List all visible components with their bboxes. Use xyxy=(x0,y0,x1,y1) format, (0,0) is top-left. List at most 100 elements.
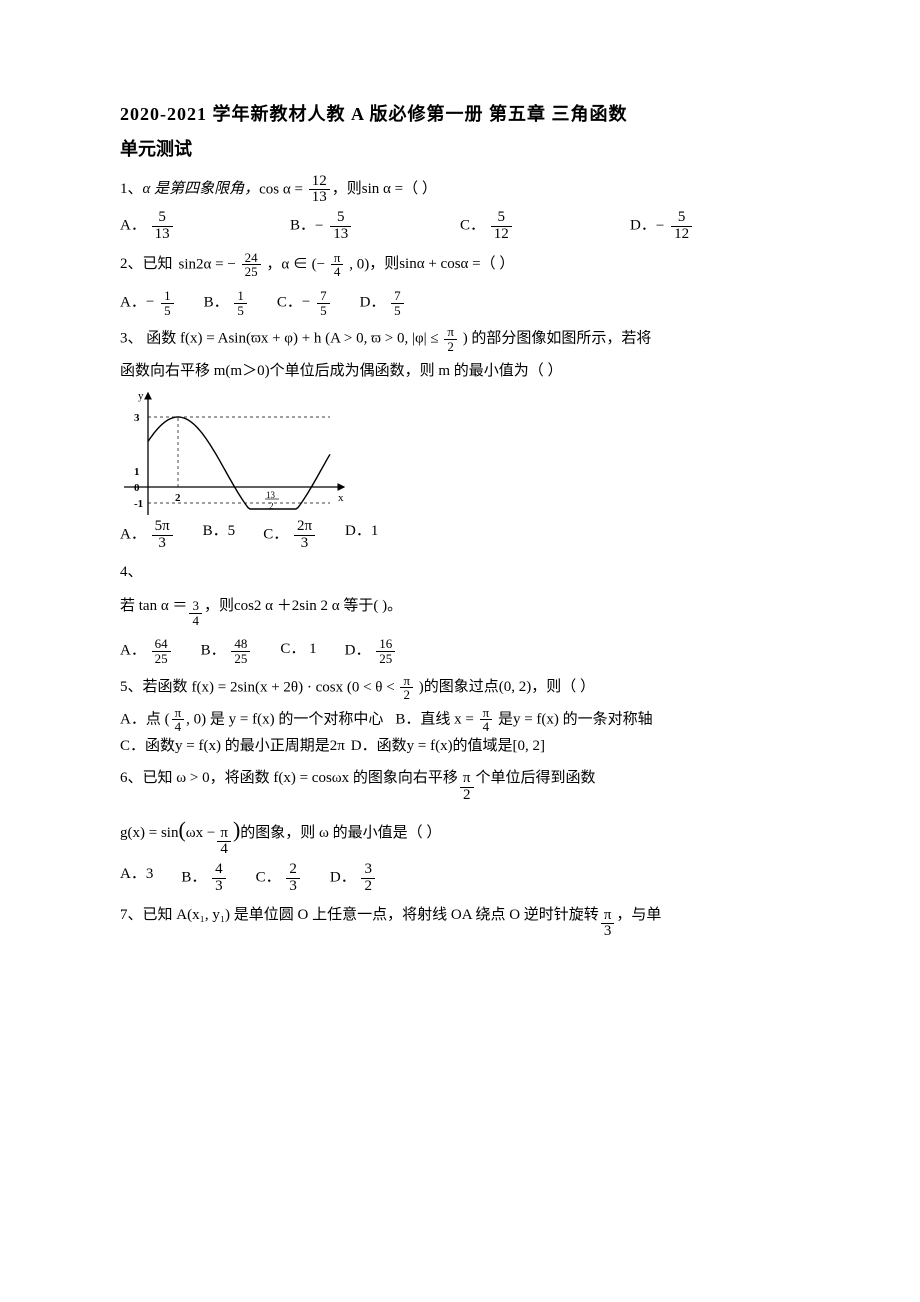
opt-label: D． xyxy=(630,218,656,234)
q1-tail: （ ） xyxy=(403,177,437,201)
opt-label: B． xyxy=(290,218,315,234)
q1-mid: ，则 xyxy=(332,177,362,201)
q5-stem: 5、若函数 f(x) = 2sin(x + 2θ) · cosx (0 < θ … xyxy=(120,674,800,702)
page-subtitle: 单元测试 xyxy=(120,135,800,164)
q2-after: ，则sinα + cosα =（ ） xyxy=(369,252,514,276)
q1-pre: α 是第四象限角， xyxy=(143,177,260,201)
q5-opt-a-post: 是 y = f(x) 的一个对称中心 xyxy=(210,711,383,727)
frac-num: 48 xyxy=(231,637,250,652)
q1-cos: cos α = 12 13 xyxy=(259,174,332,207)
q1-label: 1、 xyxy=(120,177,143,201)
frac-num: π xyxy=(601,908,615,925)
frac-den: 2 xyxy=(361,879,375,895)
q7-text-a: 已知 A(x₁, y₁) 是单位圆 O 上任意一点，将射线 OA 绕点 O 逆时… xyxy=(143,903,599,927)
q5-expr: f(x) = 2sin(x + 2θ) · cosx (0 < θ < π2 ) xyxy=(192,674,424,702)
frac-den: 4 xyxy=(189,614,202,628)
frac-den: 3 xyxy=(601,924,615,940)
frac-den: 3 xyxy=(294,536,315,552)
frac-num: 5 xyxy=(491,210,512,227)
q2-opt-b: B． 15 xyxy=(204,289,249,317)
frac-den: 4 xyxy=(480,720,493,734)
q2-stem: 2、已知 sin2α = − 2425 ，α ∈ (− π4 , 0) ，则si… xyxy=(120,251,800,279)
opt-label: B． xyxy=(181,870,206,886)
q5-opt-b: B．直线 x = π4 是y = f(x) 的一条对称轴 xyxy=(395,706,652,734)
svg-text:x: x xyxy=(338,492,344,504)
q1-cos-lhs: cos α = xyxy=(259,181,303,197)
opt-label: C． xyxy=(256,870,281,886)
frac-den: 25 xyxy=(152,652,171,666)
q2-expr-pre: sin2α = − xyxy=(179,256,236,272)
q5-label: 5、若函数 xyxy=(120,675,188,699)
frac-den: 4 xyxy=(172,720,185,734)
q3-opt-a: A． 5π3 xyxy=(120,519,175,552)
frac-num: π xyxy=(480,706,493,721)
opt-label: C． xyxy=(263,527,288,543)
svg-text:2: 2 xyxy=(175,492,181,504)
frac-den: 13 xyxy=(152,227,173,243)
q5-after: 的图象过点(0, 2)，则（ ） xyxy=(424,675,595,699)
q6-opt-c: C． 23 xyxy=(256,862,302,895)
frac-num: 5 xyxy=(671,210,692,227)
q3-stem-line1: 3、 函数 f(x) = Asin(ϖx + φ) + h (A > 0, ϖ … xyxy=(120,325,800,353)
q1-opt-d: D．− 512 xyxy=(630,210,800,243)
q5-expr-a: f(x) = 2sin(x + 2θ) · cosx (0 < θ < xyxy=(192,679,395,695)
q6-l1-b: 个单位后得到函数 xyxy=(476,766,596,790)
svg-text:y: y xyxy=(138,390,144,402)
q2-options: A．− 15 B． 15 C．− 75 D． 75 xyxy=(120,289,800,317)
q6-opt-b: B． 43 xyxy=(181,862,227,895)
q2-expr-post: , 0) xyxy=(349,256,369,272)
q4-opt-a: A． 6425 xyxy=(120,637,173,665)
frac-den: 3 xyxy=(286,879,300,895)
q5-opt-a: A．点 (π4, 0) 是 y = f(x) 的一个对称中心 xyxy=(120,706,383,734)
opt-label: A． xyxy=(120,218,146,234)
q6-paren: ( xyxy=(178,812,185,847)
frac-den: 25 xyxy=(376,652,395,666)
q3-label: 3、 xyxy=(120,331,143,347)
opt-label: A．点 xyxy=(120,711,161,727)
frac-num: 1 xyxy=(234,289,247,304)
q4-label: 4、 xyxy=(120,560,800,584)
q2-opt-a: A．− 15 xyxy=(120,289,176,317)
opt-label: D． xyxy=(330,870,356,886)
frac-num: 64 xyxy=(152,637,171,652)
q1-opt-b: B．− 513 xyxy=(290,210,460,243)
frac-num: 12 xyxy=(309,174,330,191)
q3-stem-line2: 函数向右平移 m(m＞0)个单位后成为偶函数，则 m 的最小值为（ ） xyxy=(120,359,800,383)
opt-label: D． xyxy=(345,643,371,659)
opt-label: D． xyxy=(360,294,386,310)
q5-opt-c: C．函数y = f(x) 的最小正周期是2π xyxy=(120,734,345,758)
q1-opt-a: A． 513 xyxy=(120,210,290,243)
frac-num: π xyxy=(444,325,457,340)
frac-den: 2 xyxy=(444,340,457,354)
frac-num: π xyxy=(400,674,413,689)
svg-text:3: 3 xyxy=(134,412,140,424)
frac-num: 7 xyxy=(317,289,330,304)
q3-opt-c: C． 2π3 xyxy=(263,519,317,552)
frac-num: 5 xyxy=(152,210,173,227)
frac-den: 25 xyxy=(242,265,261,279)
frac-num: 4 xyxy=(212,862,226,879)
q4-opt-c: C． 1 xyxy=(280,637,316,665)
frac-num: π xyxy=(172,706,185,721)
frac-num: 1 xyxy=(161,289,174,304)
q7-label: 7、 xyxy=(120,903,143,927)
q3-opt-b: B．5 xyxy=(203,519,236,552)
q3-options: A． 5π3 B．5 C． 2π3 D．1 xyxy=(120,519,800,552)
q1-cos-frac: 12 13 xyxy=(309,174,330,207)
q5-line-cd: C．函数y = f(x) 的最小正周期是2π D．函数y = f(x)的值域是[… xyxy=(120,734,800,758)
frac-den: 3 xyxy=(212,879,226,895)
q1-opt-c: C． 512 xyxy=(460,210,630,243)
q5-opt-b-eq: x = xyxy=(454,711,474,727)
q4-opt-b: B． 4825 xyxy=(201,637,253,665)
q5-line-ab: A．点 (π4, 0) 是 y = f(x) 的一个对称中心 B．直线 x = … xyxy=(120,706,800,734)
q6-l2-b: 的图象，则 ω 的最小值是（ ） xyxy=(240,821,441,845)
frac-den: 12 xyxy=(491,227,512,243)
page: 2020-2021 学年新教材人教 A 版必修第一册 第五章 三角函数 单元测试… xyxy=(0,0,920,1302)
q6-line2: g(x) = sin ( ωx − π4 ) 的图象，则 ω 的最小值是（ ） xyxy=(120,812,800,859)
frac-den: 4 xyxy=(331,265,344,279)
q6-opt-a: A．3 xyxy=(120,862,153,895)
frac-den: 5 xyxy=(234,304,247,318)
q3-line-a-tail: ) 的部分图像如图所示，若将 xyxy=(463,331,652,347)
q6-label: 6、 xyxy=(120,766,143,790)
frac-num: π xyxy=(460,771,474,788)
